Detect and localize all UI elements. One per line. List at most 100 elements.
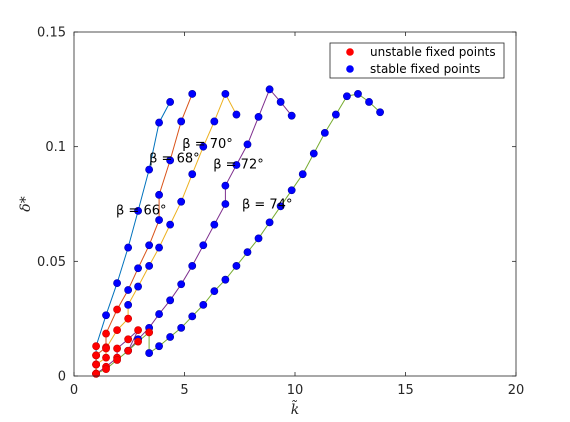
stable-point-beta-72: [221, 200, 230, 208]
stable-point-beta-70: [199, 142, 208, 151]
x-tick-label: 15: [397, 383, 414, 398]
legend-marker-unstable: [346, 48, 354, 56]
stable-point-beta-72: [155, 310, 163, 318]
stable-point-beta-68: [134, 264, 142, 273]
stable-point-beta-68: [124, 286, 133, 294]
unstable-point-beta-70: [102, 344, 110, 353]
stable-point-beta-74: [376, 108, 384, 117]
stable-point-beta-74: [166, 333, 175, 341]
stable-point-beta-66: [124, 243, 133, 252]
stable-point-beta-72: [188, 262, 197, 270]
stable-point-beta-74: [243, 248, 252, 257]
stable-point-beta-70: [210, 117, 219, 126]
stable-point-beta-70: [221, 90, 230, 98]
stable-point-beta-68: [155, 190, 163, 199]
stable-point-beta-74: [145, 349, 154, 357]
stable-point-beta-74: [188, 312, 197, 321]
stable-point-beta-72: [232, 161, 241, 169]
x-tick-label: 5: [180, 383, 188, 398]
stable-point-beta-72: [265, 85, 274, 94]
legend-marker-stable: [346, 65, 354, 73]
stable-point-beta-72: [243, 140, 252, 149]
data-points: [92, 85, 384, 378]
stable-point-beta-66: [166, 98, 175, 106]
unstable-point-beta-66: [92, 342, 100, 351]
stable-point-beta-74: [232, 262, 241, 270]
stable-point-beta-70: [232, 110, 241, 119]
legend-label-stable: stable fixed points: [370, 62, 480, 76]
stable-point-beta-70: [177, 197, 186, 206]
stable-point-beta-70: [134, 282, 142, 291]
stable-point-beta-66: [155, 118, 163, 127]
y-tick-label: 0.15: [37, 26, 66, 41]
legend-label-unstable: unstable fixed points: [370, 45, 496, 59]
stable-point-beta-68: [166, 156, 175, 165]
stable-point-beta-74: [287, 186, 296, 195]
stable-point-beta-74: [365, 98, 373, 106]
stable-point-beta-70: [145, 262, 154, 270]
series-line-beta-72: [95, 88, 293, 375]
annotation-beta-70: β = 70°: [182, 137, 233, 152]
unstable-point-beta-68: [102, 329, 110, 338]
unstable-point-beta-70: [92, 360, 100, 369]
stable-point-beta-70: [188, 170, 197, 179]
unstable-point-beta-74: [134, 337, 142, 346]
stable-point-beta-72: [210, 220, 219, 229]
stable-point-beta-74: [354, 90, 362, 98]
stable-point-beta-72: [276, 98, 285, 106]
unstable-point-beta-72: [113, 344, 121, 353]
stable-point-beta-66: [145, 165, 154, 174]
series-line-beta-68: [95, 93, 193, 374]
stable-point-beta-70: [124, 301, 133, 309]
stable-point-beta-74: [221, 275, 230, 284]
stable-point-beta-74: [309, 149, 318, 158]
stable-point-beta-74: [155, 342, 163, 351]
legend-box: [329, 42, 505, 79]
stable-point-beta-74: [265, 218, 274, 227]
unstable-point-beta-70: [124, 314, 133, 323]
stable-point-beta-72: [287, 111, 296, 120]
stable-point-beta-68: [145, 241, 154, 250]
stable-point-beta-72: [166, 296, 175, 305]
y-tick-label: 0.1: [45, 140, 66, 155]
stable-point-beta-74: [177, 323, 186, 332]
annotations: β = 66° β = 68°β = 70° β = 72° β = 74°: [116, 137, 292, 219]
stable-point-beta-72: [221, 181, 230, 190]
stable-point-beta-70: [166, 220, 175, 229]
stable-point-beta-74: [254, 234, 263, 243]
stable-point-beta-72: [177, 280, 186, 289]
stable-point-beta-74: [210, 287, 219, 296]
plot-area: β = 66° β = 68°β = 70° β = 72° β = 74°: [92, 85, 384, 378]
unstable-point-beta-68: [113, 305, 121, 314]
x-tick-label: 10: [287, 383, 304, 398]
stable-point-beta-72: [254, 112, 263, 121]
stable-point-beta-74: [331, 110, 340, 119]
unstable-point-beta-72: [124, 335, 133, 344]
stable-point-beta-66: [113, 279, 121, 288]
series-line-beta-74: [95, 93, 381, 375]
stable-point-beta-74: [320, 129, 329, 137]
unstable-point-beta-72: [134, 326, 142, 335]
annotation-beta-68: β = 68°: [149, 152, 200, 167]
unstable-point-beta-70: [113, 326, 121, 335]
legend: unstable fixed points stable fixed points: [329, 42, 505, 79]
stable-point-beta-70: [155, 243, 163, 252]
stable-point-beta-68: [177, 117, 186, 126]
stable-point-beta-74: [298, 170, 307, 179]
unstable-point-beta-74: [124, 346, 133, 355]
stable-point-beta-74: [199, 301, 208, 309]
unstable-point-beta-70: [102, 353, 110, 362]
annotation-beta-74: β = 74°: [242, 198, 293, 213]
x-axis-label: k̃: [291, 399, 299, 418]
unstable-point-beta-74: [92, 369, 100, 378]
annotation-beta-72: β = 72°: [213, 157, 263, 172]
y-tick-label: 0: [58, 370, 66, 385]
stable-point-beta-66: [102, 311, 110, 320]
stable-point-beta-68: [188, 90, 197, 98]
stable-point-beta-74: [276, 202, 285, 211]
stable-point-beta-74: [343, 92, 351, 101]
x-tick-label: 20: [508, 383, 525, 398]
stable-point-beta-72: [199, 241, 208, 250]
annotation-beta-66: β = 66°: [116, 203, 166, 218]
axes: [73, 31, 517, 377]
